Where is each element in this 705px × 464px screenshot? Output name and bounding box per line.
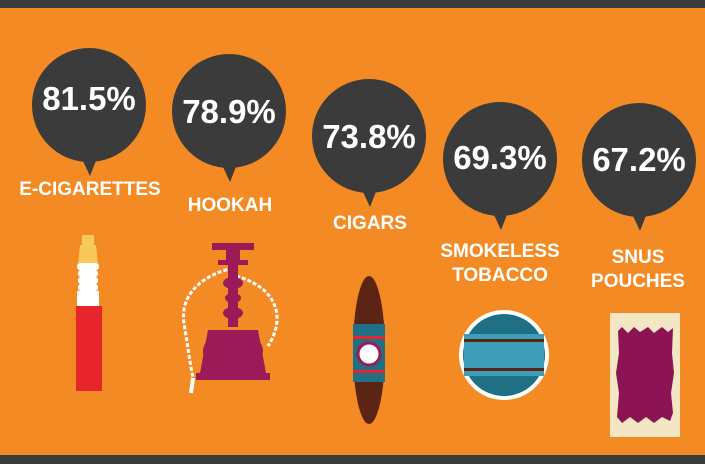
hookah-icon xyxy=(181,243,279,394)
percent-cigars: 73.8% xyxy=(322,118,416,155)
percent-e-cigarettes: 81.5% xyxy=(42,80,136,117)
label-line: TOBACCO xyxy=(452,265,548,286)
bubble-snus-pouches xyxy=(582,103,696,231)
percent-smokeless-tobacco: 69.3% xyxy=(453,139,547,176)
bottom-border xyxy=(0,455,705,464)
e-cigarette-icon xyxy=(76,235,102,391)
label-line: SMOKELESS xyxy=(440,241,560,262)
label-line: POUCHES xyxy=(591,271,685,292)
top-border xyxy=(0,0,705,8)
bubble-cigars xyxy=(312,79,426,207)
snus-pouch-icon xyxy=(610,313,680,437)
smokeless-tobacco-tin-icon xyxy=(459,310,549,400)
label-line: HOOKAH xyxy=(187,195,273,216)
bubble-smokeless-tobacco xyxy=(443,102,557,230)
bubble-hookah xyxy=(172,54,286,182)
cigar-icon xyxy=(353,276,385,424)
bubble-e-cigarettes xyxy=(32,48,146,176)
label-line: SNUS xyxy=(611,247,665,268)
label-line: CIGARS xyxy=(333,213,407,234)
label-cigars: CIGARS xyxy=(300,212,440,236)
label-hookah: HOOKAH xyxy=(160,194,300,218)
label-line: E-CIGARETTES xyxy=(19,179,161,200)
label-smokeless-tobacco: SMOKELESS TOBACCO xyxy=(430,240,570,288)
label-snus-pouches: SNUS POUCHES xyxy=(573,246,703,294)
percent-snus-pouches: 67.2% xyxy=(592,141,686,178)
label-e-cigarettes: E-CIGARETTES xyxy=(10,178,170,202)
percent-hookah: 78.9% xyxy=(182,93,276,130)
